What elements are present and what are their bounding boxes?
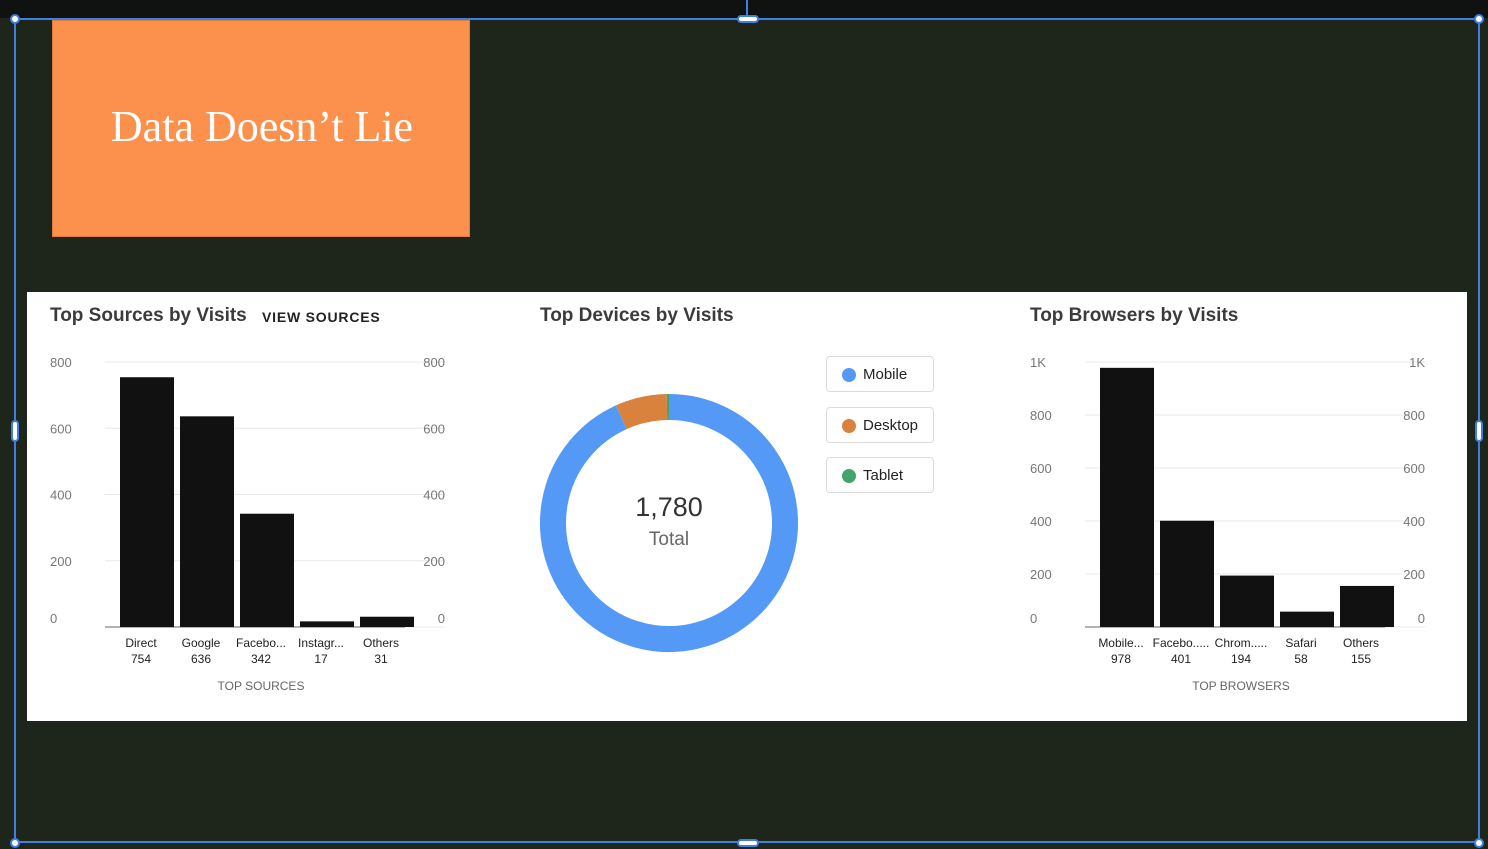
sources-ytick-left: 200 <box>50 554 72 569</box>
browsers-category-label: Facebo..... <box>1153 636 1210 650</box>
sources-ytick-left: 800 <box>50 355 72 370</box>
browsers-ytick-right: 400 <box>1403 514 1425 529</box>
browsers-value-label: 401 <box>1171 652 1191 666</box>
center-guide <box>746 0 748 16</box>
devices-title: Top Devices by Visits <box>540 305 734 326</box>
browsers-ytick-left: 600 <box>1030 461 1052 476</box>
sources-bar-chart: 0 0 200 200 400 400 600 600 800 800 Direct 754 Googl… <box>50 355 445 693</box>
browsers-category-label: Mobile... <box>1098 636 1143 650</box>
view-sources-link[interactable]: VIEW SOURCES <box>262 309 381 325</box>
legend-desktop[interactable]: Desktop <box>826 407 934 443</box>
sources-ytick-right: 600 <box>423 421 445 436</box>
sources-bar <box>120 377 174 627</box>
resize-handle-top-left[interactable] <box>10 14 20 24</box>
analytics-panel <box>27 292 1467 721</box>
browsers-category-label: Safari <box>1285 636 1316 650</box>
sources-value-label: 342 <box>251 652 271 666</box>
browsers-ytick-left: 1K <box>1030 355 1046 370</box>
browsers-ytick-right: 600 <box>1403 461 1425 476</box>
resize-handle-bottom[interactable] <box>737 839 759 847</box>
donut-total-value: 1,780 <box>635 492 703 522</box>
legend-desktop-label: Desktop <box>863 417 919 434</box>
sources-category-label: Facebo... <box>236 636 286 650</box>
browsers-ytick-right: 1K <box>1409 355 1425 370</box>
browsers-value-label: 194 <box>1231 652 1251 666</box>
browsers-bar <box>1220 575 1274 627</box>
sources-category-label: Google <box>182 636 221 650</box>
sources-axis-label: TOP SOURCES <box>218 679 305 693</box>
sources-ytick-left: 0 <box>50 611 57 626</box>
legend-tablet-label: Tablet <box>863 467 904 484</box>
sources-value-label: 17 <box>314 652 328 666</box>
editor-top-bar <box>0 0 1488 18</box>
sources-ytick-right: 800 <box>423 355 445 370</box>
browsers-bar <box>1340 585 1394 627</box>
browsers-ytick-left: 0 <box>1030 611 1037 626</box>
browsers-value-label: 58 <box>1294 652 1308 666</box>
browsers-ytick-right: 200 <box>1403 567 1425 582</box>
legend-tablet[interactable]: Tablet <box>826 457 934 493</box>
mobile-dot-icon <box>842 368 856 382</box>
sources-category-label: Others <box>363 636 399 650</box>
browsers-category-label: Chrom..... <box>1215 636 1268 650</box>
sources-bar <box>300 621 354 627</box>
sources-bar <box>360 616 414 627</box>
browsers-axis-label: TOP BROWSERS <box>1192 679 1290 693</box>
tablet-dot-icon <box>842 469 856 483</box>
sources-ytick-left: 400 <box>50 488 72 503</box>
browsers-bar-chart: 0 0 200 200 400 400 600 600 800 800 1K 1K Mobile... 9… <box>1030 355 1425 693</box>
browsers-ytick-left: 400 <box>1030 514 1052 529</box>
resize-handle-top[interactable] <box>737 15 759 23</box>
sources-value-label: 636 <box>191 652 211 666</box>
sources-ytick-right: 200 <box>423 554 445 569</box>
browsers-bar <box>1100 367 1154 627</box>
legend-mobile[interactable]: Mobile <box>826 356 934 392</box>
sources-value-label: 754 <box>131 652 151 666</box>
resize-handle-right[interactable] <box>1475 420 1483 442</box>
desktop-dot-icon <box>842 419 856 433</box>
browsers-ytick-right: 800 <box>1403 408 1425 423</box>
donut-total-label: Total <box>648 529 690 550</box>
resize-handle-bottom-right[interactable] <box>1474 838 1484 848</box>
legend-mobile-label: Mobile <box>863 366 908 383</box>
browsers-title: Top Browsers by Visits <box>1030 305 1239 326</box>
sources-bar <box>240 513 294 627</box>
sources-category-label: Direct <box>125 636 157 650</box>
sources-ytick-right: 400 <box>423 488 445 503</box>
sources-category-label: Instagr... <box>298 636 344 650</box>
resize-handle-left[interactable] <box>11 420 19 442</box>
sources-ytick-left: 600 <box>50 421 72 436</box>
sources-ytick-right: 0 <box>438 611 445 626</box>
hero-banner[interactable]: Data Doesn’t Lie <box>52 20 470 237</box>
browsers-category-label: Others <box>1343 636 1379 650</box>
hero-title: Data Doesn’t Lie <box>110 102 414 151</box>
resize-handle-top-right[interactable] <box>1474 14 1484 24</box>
donut-slice-mobile <box>540 394 798 652</box>
resize-handle-bottom-left[interactable] <box>10 838 20 848</box>
browsers-bar <box>1280 611 1334 627</box>
sources-value-label: 31 <box>374 652 388 666</box>
browsers-ytick-left: 800 <box>1030 408 1052 423</box>
browsers-value-label: 155 <box>1351 652 1371 666</box>
donut-slice-desktop <box>615 394 668 430</box>
browsers-value-label: 978 <box>1111 652 1131 666</box>
browsers-ytick-right: 0 <box>1418 611 1425 626</box>
browsers-ytick-left: 200 <box>1030 567 1052 582</box>
browsers-bar <box>1160 520 1214 627</box>
sources-bar <box>180 416 234 627</box>
devices-donut-chart <box>540 394 798 652</box>
sources-title: Top Sources by Visits <box>50 305 247 326</box>
